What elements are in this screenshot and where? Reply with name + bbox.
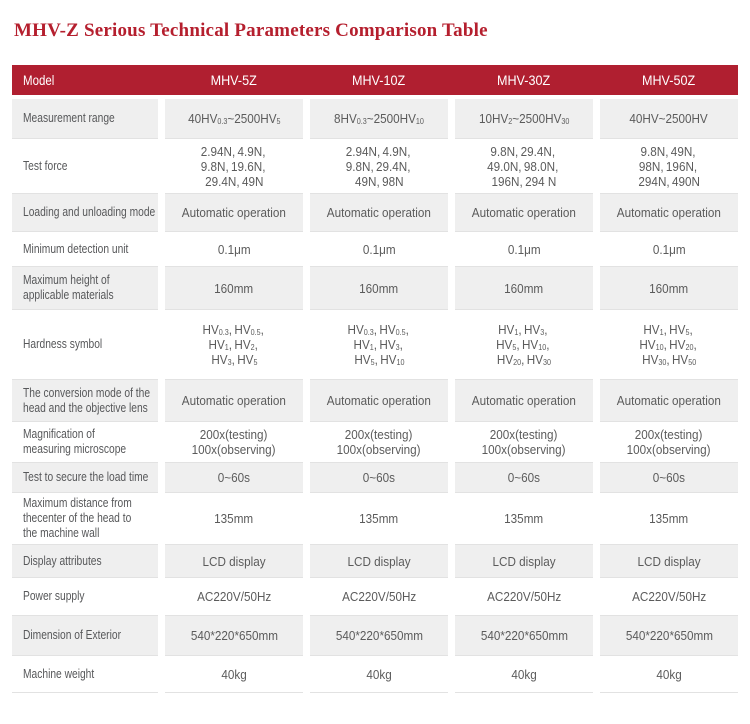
table-row: Test to secure the load time 0~60s 0~60s 0~… bbox=[12, 463, 738, 493]
cell-value: 0~60s bbox=[455, 463, 593, 493]
cell-value: Automatic operation bbox=[310, 380, 448, 422]
header-cell-mhv-10z: MHV-10Z bbox=[352, 72, 406, 88]
cell-value: 0~60s bbox=[165, 463, 303, 493]
cell-value: 540*220*650mm bbox=[600, 616, 738, 656]
cell-value: 200x(testing) 100x(observing) bbox=[600, 422, 738, 463]
cell-value: 0.1μm bbox=[455, 232, 593, 267]
table-row: Hardness symbol HV0.3, HV0.5, HV1, HV2, H… bbox=[12, 310, 738, 380]
table-row: Display attributes LCD display LCD display… bbox=[12, 545, 738, 578]
cell-value: LCD display bbox=[165, 545, 303, 578]
table-header-row: Model MHV-5Z MHV-10Z MHV-30Z MHV-50Z bbox=[12, 65, 738, 95]
row-label: Magnification of measuring microscope bbox=[12, 422, 158, 463]
cell-value: 40kg bbox=[310, 656, 448, 693]
cell-value: AC220V/50Hz bbox=[455, 578, 593, 616]
cell-value: 40kg bbox=[600, 656, 738, 693]
cell-value: 40kg bbox=[165, 656, 303, 693]
cell-value: 160mm bbox=[600, 267, 738, 310]
cell-value: 160mm bbox=[455, 267, 593, 310]
header-cell-model: Model bbox=[23, 72, 55, 88]
cell-value: Automatic operation bbox=[600, 380, 738, 422]
cell-value: 8HV0.3~2500HV10 bbox=[310, 99, 448, 139]
cell-value: Automatic operation bbox=[600, 194, 738, 232]
cell-value: 200x(testing) 100x(observing) bbox=[165, 422, 303, 463]
cell-value: LCD display bbox=[310, 545, 448, 578]
row-label: Maximum height of applicable materials bbox=[12, 267, 158, 310]
cell-value: 0~60s bbox=[600, 463, 738, 493]
cell-value: 40HV~2500HV bbox=[600, 99, 738, 139]
row-label: Machine weight bbox=[12, 656, 158, 693]
row-label: Display attributes bbox=[12, 545, 158, 578]
table-body: Measurement range 40HV0.3~2500HV5 8HV0.3~2… bbox=[12, 99, 738, 693]
cell-value: LCD display bbox=[455, 545, 593, 578]
cell-value: 540*220*650mm bbox=[455, 616, 593, 656]
cell-value: 135mm bbox=[455, 493, 593, 545]
cell-value: 0.1μm bbox=[600, 232, 738, 267]
cell-value: HV1, HV3, HV5, HV10, HV20, HV30 bbox=[455, 310, 593, 380]
cell-value: 160mm bbox=[310, 267, 448, 310]
cell-value: 10HV2~2500HV30 bbox=[455, 99, 593, 139]
row-label: Measurement range bbox=[12, 99, 158, 139]
cell-value: HV0.3, HV0.5, HV1, HV2, HV3, HV5 bbox=[165, 310, 303, 380]
cell-value: AC220V/50Hz bbox=[600, 578, 738, 616]
cell-value: 540*220*650mm bbox=[165, 616, 303, 656]
table-row: Maximum height of applicable materials 160… bbox=[12, 267, 738, 310]
cell-value: Automatic operation bbox=[455, 380, 593, 422]
cell-value: Automatic operation bbox=[310, 194, 448, 232]
cell-value: LCD display bbox=[600, 545, 738, 578]
cell-value: 40HV0.3~2500HV5 bbox=[165, 99, 303, 139]
cell-value: Automatic operation bbox=[165, 380, 303, 422]
table-row: Measurement range 40HV0.3~2500HV5 8HV0.3~2… bbox=[12, 99, 738, 139]
table-row: Machine weight 40kg 40kg 40kg 40kg bbox=[12, 656, 738, 693]
header-cell-mhv-30z: MHV-30Z bbox=[497, 72, 551, 88]
cell-value: AC220V/50Hz bbox=[310, 578, 448, 616]
cell-value: 0.1μm bbox=[310, 232, 448, 267]
table-row: Minimum detection unit 0.1μm 0.1μm 0.1μm 0.1… bbox=[12, 232, 738, 267]
table-row: Power supply AC220V/50Hz AC220V/50Hz AC220V… bbox=[12, 578, 738, 616]
row-label: Test to secure the load time bbox=[12, 463, 158, 493]
table-row: Loading and unloading mode Automatic oper… bbox=[12, 194, 738, 232]
cell-value: 2.94N, 4.9N, 9.8N, 19.6N, 29.4N, 49N bbox=[165, 139, 303, 194]
cell-value: 2.94N, 4.9N, 9.8N, 29.4N, 49N, 98N bbox=[310, 139, 448, 194]
row-label: Power supply bbox=[12, 578, 158, 616]
row-label: Hardness symbol bbox=[12, 310, 158, 380]
row-label: Dimension of Exterior bbox=[12, 616, 158, 656]
header-cell-mhv-5z: MHV-5Z bbox=[210, 72, 258, 88]
row-label: The conversion mode of the head and the o… bbox=[12, 380, 158, 422]
cell-value: 0~60s bbox=[310, 463, 448, 493]
cell-value: 135mm bbox=[600, 493, 738, 545]
cell-value: 200x(testing) 100x(observing) bbox=[455, 422, 593, 463]
comparison-table: Model MHV-5Z MHV-10Z MHV-30Z MHV-50Z Measure… bbox=[12, 65, 738, 693]
cell-value: 200x(testing) 100x(observing) bbox=[310, 422, 448, 463]
table-row: The conversion mode of the head and the o… bbox=[12, 380, 738, 422]
row-label: Maximum distance from thecenter of the he… bbox=[12, 493, 158, 545]
row-label: Loading and unloading mode bbox=[12, 194, 158, 232]
cell-value: 540*220*650mm bbox=[310, 616, 448, 656]
table-row: Magnification of measuring microscope 200x… bbox=[12, 422, 738, 463]
cell-value: HV0.3, HV0.5, HV1, HV3, HV5, HV10 bbox=[310, 310, 448, 380]
cell-value: AC220V/50Hz bbox=[165, 578, 303, 616]
cell-value: 9.8N, 49N, 98N, 196N, 294N, 490N bbox=[600, 139, 738, 194]
table-row: Dimension of Exterior 540*220*650mm 540*22… bbox=[12, 616, 738, 656]
header-cell-mhv-50z: MHV-50Z bbox=[642, 72, 696, 88]
cell-value: 135mm bbox=[165, 493, 303, 545]
cell-value: Automatic operation bbox=[165, 194, 303, 232]
table-row: Test force 2.94N, 4.9N, 9.8N, 19.6N, 29.4… bbox=[12, 139, 738, 194]
cell-value: Automatic operation bbox=[455, 194, 593, 232]
page-title: MHV-Z Serious Technical Parameters Compa… bbox=[14, 20, 488, 41]
cell-value: 160mm bbox=[165, 267, 303, 310]
row-label: Test force bbox=[12, 139, 158, 194]
cell-value: 9.8N, 29.4N, 49.0N, 98.0N, 196N, 294 N bbox=[455, 139, 593, 194]
row-label: Minimum detection unit bbox=[12, 232, 158, 267]
cell-value: 135mm bbox=[310, 493, 448, 545]
cell-value: 0.1μm bbox=[165, 232, 303, 267]
cell-value: 40kg bbox=[455, 656, 593, 693]
table-row: Maximum distance from thecenter of the he… bbox=[12, 493, 738, 545]
cell-value: HV1, HV5, HV10, HV20, HV30, HV50 bbox=[600, 310, 738, 380]
